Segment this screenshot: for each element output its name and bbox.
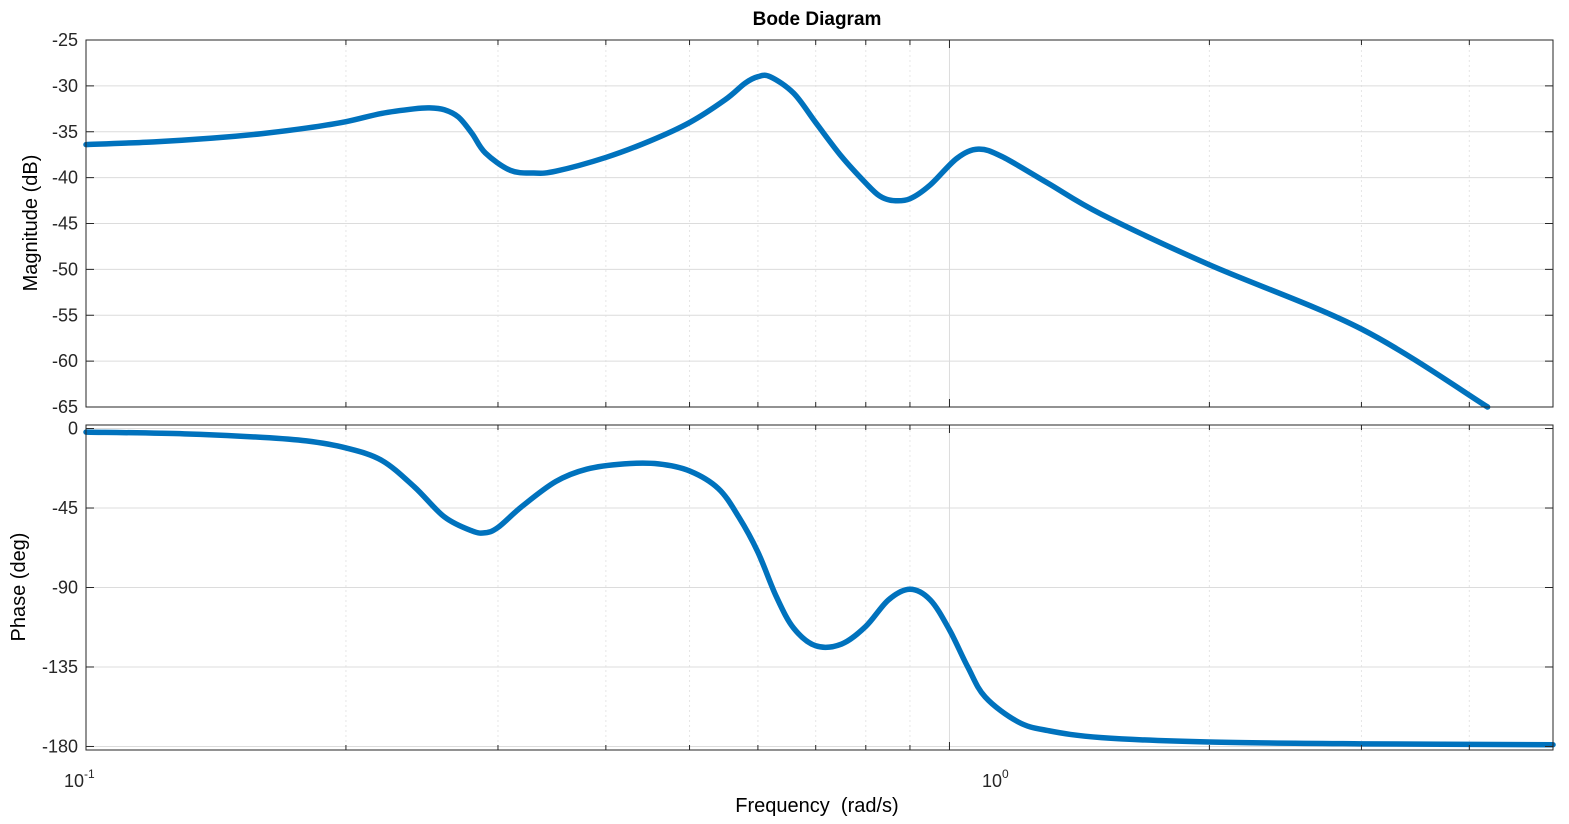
phase-ytick-label: -90 — [52, 578, 78, 598]
phase-series-line-0 — [83, 429, 1556, 748]
magnitude-series — [83, 72, 1491, 410]
magnitude-ytick-label: -30 — [52, 76, 78, 96]
phase-ytick-label: -45 — [52, 498, 78, 518]
phase-ytick-label: -180 — [42, 736, 78, 756]
magnitude-series-line-0 — [83, 72, 1491, 410]
magnitude-ytick-label: -25 — [52, 30, 78, 50]
magnitude-y-label: Magnitude (dB) — [20, 155, 42, 292]
magnitude-y-ticks: -25 -30 -35 -40 -45 -50 -55 -60 -65 — [52, 30, 1554, 417]
phase-ytick-label: 0 — [68, 419, 78, 439]
x-tick-0-base: 10 — [64, 771, 84, 791]
x-tick-1-exp: 0 — [1002, 767, 1009, 781]
phase-panel: 0 -45 -90 -135 -180 Phase (deg) — [8, 419, 1556, 756]
magnitude-ytick-label: -65 — [52, 397, 78, 417]
phase-y-ticks: 0 -45 -90 -135 -180 — [42, 419, 1554, 756]
x-axis-label: Frequency (rad/s) — [735, 795, 898, 817]
magnitude-ytick-label: -50 — [52, 259, 78, 279]
x-tick-1: 100 — [982, 767, 1009, 791]
phase-grid — [86, 425, 1554, 750]
x-tick-1-base: 10 — [982, 771, 1002, 791]
phase-y-label: Phase (deg) — [8, 533, 30, 642]
magnitude-panel: -25 -30 -35 -40 -45 -50 -55 -60 -65 Magnitude (d… — [20, 30, 1554, 417]
magnitude-ytick-label: -60 — [52, 351, 78, 371]
x-axis-ticks: 10-1 100 — [64, 767, 1009, 791]
phase-series — [83, 429, 1556, 748]
phase-ytick-label: -135 — [42, 657, 78, 677]
magnitude-ytick-label: -55 — [52, 305, 78, 325]
x-tick-0-exp: -1 — [84, 767, 95, 781]
x-tick-0: 10-1 — [64, 767, 95, 791]
magnitude-ytick-label: -40 — [52, 168, 78, 188]
magnitude-ytick-label: -35 — [52, 122, 78, 142]
magnitude-ytick-label: -45 — [52, 214, 78, 234]
chart-title: Bode Diagram — [753, 9, 882, 30]
